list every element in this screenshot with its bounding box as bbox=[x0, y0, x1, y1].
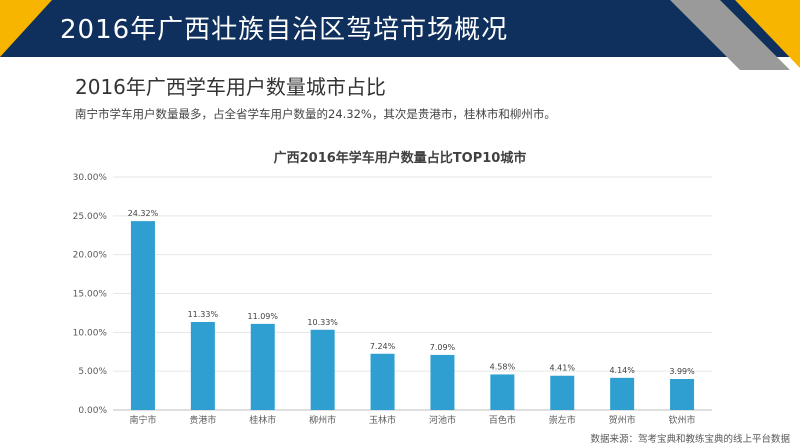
y-tick-label: 25.00% bbox=[73, 212, 108, 222]
chart-y-axis: 0.00% 5.00% 10.00% 15.00% 20.00% 25.00% 30.00% bbox=[73, 173, 108, 416]
bar bbox=[550, 375, 575, 410]
y-tick-label: 30.00% bbox=[73, 173, 108, 183]
bar bbox=[490, 374, 515, 410]
bar-chart: 广西2016年学车用户数量占比TOP10城市 0.00% 5.00% 10.00% 1… bbox=[73, 150, 712, 426]
header-bar: 2016年广西壮族自治区驾培市场概况 bbox=[0, 0, 800, 70]
bar bbox=[130, 221, 155, 410]
chart-title: 广西2016年学车用户数量占比TOP10城市 bbox=[274, 150, 527, 166]
data-label: 11.33% bbox=[188, 310, 219, 319]
data-label: 4.58% bbox=[490, 362, 516, 371]
chart-data-labels: 24.32% 11.33% 11.09% 10.33% 7.24% 7.09% 4.58% 4… bbox=[128, 209, 695, 376]
data-label: 10.33% bbox=[307, 318, 338, 327]
y-tick-label: 10.00% bbox=[73, 328, 108, 338]
y-tick-label: 5.00% bbox=[78, 367, 107, 377]
chart-x-axis: 南宁市 贵港市 桂林市 柳州市 玉林市 河池市 百色市 崇左市 贺州市 钦州市 bbox=[129, 414, 695, 426]
section-description: 南宁市学车用户数量最多，占全省学车用户数量的24.32%，其次是贵港市，桂林市和… bbox=[75, 107, 556, 121]
data-label: 3.99% bbox=[669, 367, 695, 376]
bar bbox=[670, 379, 695, 410]
x-tick-label: 玉林市 bbox=[369, 414, 396, 426]
data-label: 4.14% bbox=[609, 366, 635, 375]
section-title: 2016年广西学车用户数量城市占比 bbox=[75, 75, 386, 99]
page-title: 2016年广西壮族自治区驾培市场概况 bbox=[60, 15, 509, 45]
data-label: 7.09% bbox=[430, 343, 456, 352]
bar bbox=[430, 354, 455, 410]
chart-bars bbox=[130, 221, 695, 410]
bar bbox=[370, 353, 395, 410]
x-tick-label: 桂林市 bbox=[249, 414, 276, 426]
x-tick-label: 百色市 bbox=[489, 414, 516, 426]
bar bbox=[610, 377, 635, 410]
data-label: 24.32% bbox=[128, 209, 159, 218]
data-label: 4.41% bbox=[550, 364, 576, 373]
x-tick-label: 南宁市 bbox=[129, 414, 156, 426]
bar bbox=[190, 322, 215, 410]
x-tick-label: 崇左市 bbox=[549, 414, 576, 426]
data-source-note: 数据来源：驾考宝典和教练宝典的线上平台数据 bbox=[590, 434, 790, 445]
x-tick-label: 河池市 bbox=[429, 414, 456, 426]
data-label: 7.24% bbox=[370, 342, 396, 351]
x-tick-label: 柳州市 bbox=[309, 414, 336, 426]
y-tick-label: 20.00% bbox=[73, 251, 108, 261]
y-tick-label: 0.00% bbox=[78, 406, 107, 416]
bar bbox=[310, 329, 335, 410]
y-tick-label: 15.00% bbox=[73, 290, 108, 300]
header-corner-accent-right bbox=[670, 0, 800, 70]
x-tick-label: 钦州市 bbox=[669, 414, 696, 426]
x-tick-label: 贵港市 bbox=[189, 414, 216, 426]
header-corner-accent-left bbox=[0, 0, 52, 57]
x-tick-label: 贺州市 bbox=[609, 414, 636, 426]
bar bbox=[250, 323, 275, 410]
data-label: 11.09% bbox=[247, 312, 278, 321]
